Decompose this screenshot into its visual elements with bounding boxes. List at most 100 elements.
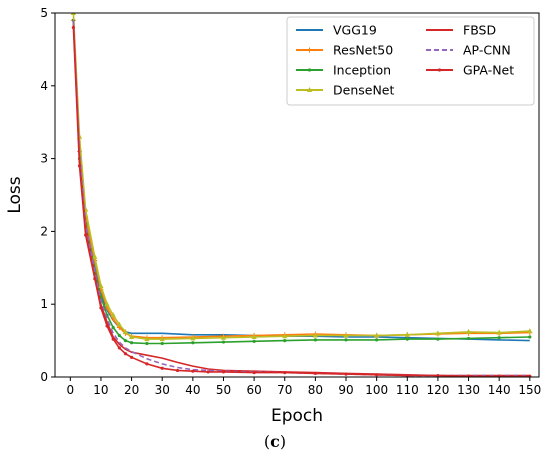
data-point	[111, 337, 115, 341]
series-line	[72, 13, 530, 340]
x-tick-label: 110	[396, 383, 419, 397]
legend-entry: AP-CNN	[426, 43, 511, 58]
series-layer	[70, 13, 533, 377]
data-point	[104, 301, 110, 307]
data-point	[160, 366, 164, 370]
data-point	[374, 332, 380, 338]
legend-entry: Inception	[296, 63, 391, 78]
data-point	[283, 339, 287, 343]
series-gpa-net	[71, 25, 532, 377]
data-point	[122, 328, 129, 334]
data-point	[220, 334, 227, 340]
data-point	[145, 362, 149, 366]
legend-frame	[286, 16, 535, 106]
data-point	[436, 373, 440, 377]
data-point	[129, 355, 134, 359]
series-line	[72, 27, 530, 377]
ticks-layer: 0 10 20 30 40 50 60 70 80 90 100 110 120 130 140 150 0 1 2…	[40, 6, 541, 397]
data-point	[313, 371, 317, 375]
data-point	[252, 371, 256, 375]
legend-label: VGG19	[333, 23, 377, 38]
series-vgg19	[72, 20, 530, 342]
data-point	[221, 340, 226, 344]
legend-label: ResNet50	[333, 43, 393, 58]
loss-chart: 0 10 20 30 40 50 60 70 80 90 100 110 120 130 140 150 0 1 2…	[5, 6, 541, 426]
legend-marker	[307, 47, 312, 53]
data-point	[405, 373, 409, 377]
data-point	[497, 374, 501, 377]
x-tick-label: 10	[93, 383, 108, 397]
data-point	[144, 336, 150, 342]
y-tick-label: 2	[40, 224, 48, 238]
data-point	[92, 253, 98, 259]
x-axis-title: Epoch	[271, 406, 323, 426]
data-point	[191, 369, 195, 373]
data-point	[251, 333, 257, 339]
x-tick-label: 40	[185, 383, 200, 397]
data-point	[466, 336, 471, 341]
data-point	[111, 325, 115, 330]
legend-label: GPA-Net	[463, 63, 514, 78]
data-point	[110, 312, 116, 318]
x-tick-label: 0	[66, 383, 74, 397]
legend-entry: GPA-Net	[426, 63, 514, 78]
data-point	[123, 339, 128, 343]
legend-label: DenseNet	[333, 83, 394, 98]
figure-caption: (c)	[0, 432, 550, 451]
x-tick-label: 30	[155, 383, 170, 397]
data-point	[344, 338, 348, 342]
x-tick-label: 130	[457, 383, 480, 397]
data-point	[98, 283, 104, 288]
data-point	[282, 333, 288, 339]
data-point	[312, 332, 318, 338]
data-point	[375, 338, 379, 342]
legend-label: Inception	[333, 63, 391, 78]
data-point	[117, 333, 121, 338]
legend-label: FBSD	[463, 23, 496, 38]
data-point	[160, 341, 164, 346]
data-point	[175, 368, 180, 373]
data-point	[105, 324, 109, 328]
data-point	[313, 338, 317, 342]
x-tick-label: 150	[518, 383, 541, 397]
series-densenet	[70, 13, 533, 342]
y-axis-title: Loss	[5, 176, 25, 213]
legend-marker	[307, 68, 312, 72]
data-point	[283, 371, 287, 375]
data-point	[190, 335, 196, 341]
series-line	[72, 20, 530, 342]
data-point	[123, 352, 128, 356]
legend-entry: ResNet50	[296, 43, 393, 58]
x-tick-label: 120	[426, 383, 449, 397]
legend: VGG19 ResNet50 Inception DenseNet FBSD AP-CNN…	[286, 16, 535, 106]
data-point	[497, 336, 501, 340]
data-point	[206, 370, 210, 374]
data-point	[117, 346, 121, 350]
y-tick-label: 3	[40, 152, 48, 166]
caption-letter: c	[270, 432, 280, 451]
data-point	[527, 328, 533, 334]
data-point	[252, 339, 256, 343]
data-point	[496, 329, 502, 335]
data-point	[405, 337, 409, 341]
legend-entry: DenseNet	[296, 83, 394, 98]
data-point	[128, 333, 135, 339]
x-tick-label: 90	[338, 383, 353, 397]
data-point	[404, 331, 410, 337]
data-point	[145, 341, 149, 346]
data-point	[528, 335, 532, 339]
legend-marker	[437, 68, 442, 72]
x-tick-label: 140	[488, 383, 511, 397]
data-point	[435, 330, 441, 336]
data-point	[116, 321, 122, 327]
y-tick-label: 5	[40, 6, 48, 20]
data-point	[436, 337, 440, 341]
data-point	[375, 373, 379, 377]
x-tick-label: 20	[124, 383, 139, 397]
x-tick-label: 80	[308, 383, 323, 397]
caption-close: )	[279, 432, 287, 451]
y-tick-label: 0	[40, 370, 48, 384]
data-point	[528, 374, 532, 377]
data-point	[129, 341, 134, 345]
caption-open: (	[263, 432, 271, 451]
